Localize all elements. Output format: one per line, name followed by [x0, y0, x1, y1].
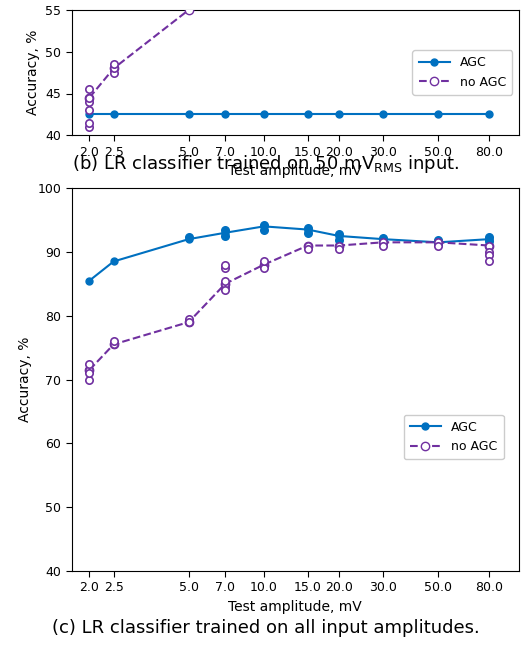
AGC	[305, 110, 311, 118]
Point	[485, 236, 494, 246]
Point	[221, 263, 229, 273]
Point	[221, 224, 229, 235]
Point	[485, 247, 494, 257]
AGC	[336, 232, 342, 240]
Point	[85, 96, 94, 107]
Point	[221, 279, 229, 289]
Point	[221, 285, 229, 296]
Point	[185, 232, 193, 242]
Point	[379, 237, 387, 248]
Point	[110, 339, 118, 350]
Line: no AGC: no AGC	[85, 0, 493, 102]
Point	[260, 224, 268, 235]
no AGC	[486, 242, 493, 249]
AGC	[380, 110, 386, 118]
AGC	[111, 110, 117, 118]
AGC	[336, 110, 342, 118]
Point	[485, 250, 494, 261]
Point	[434, 240, 443, 251]
no AGC	[222, 280, 228, 288]
AGC	[86, 277, 93, 284]
Point	[485, 232, 494, 242]
Point	[335, 229, 343, 240]
no AGC	[186, 318, 192, 326]
Y-axis label: Accuracy, %: Accuracy, %	[26, 30, 40, 116]
no AGC	[261, 261, 267, 269]
X-axis label: Test amplitude, mV: Test amplitude, mV	[228, 164, 362, 178]
AGC	[186, 110, 192, 118]
Point	[185, 314, 193, 324]
Point	[85, 374, 94, 385]
Point	[85, 92, 94, 103]
Point	[185, 317, 193, 327]
AGC	[222, 110, 228, 118]
Point	[85, 365, 94, 376]
AGC	[111, 257, 117, 265]
Point	[434, 235, 443, 246]
Line: no AGC: no AGC	[85, 238, 493, 374]
Point	[335, 244, 343, 254]
Text: (b) LR classifier trained on 50 mV$_\mathregular{RMS}$ input.: (b) LR classifier trained on 50 mV$_\mat…	[72, 152, 460, 175]
Point	[85, 117, 94, 128]
Point	[304, 228, 312, 238]
Point	[485, 240, 494, 251]
Point	[379, 232, 387, 243]
AGC	[380, 235, 386, 243]
Point	[379, 240, 387, 251]
no AGC	[435, 238, 442, 246]
Point	[260, 259, 268, 270]
Legend: AGC, no AGC: AGC, no AGC	[403, 414, 503, 459]
AGC	[261, 222, 267, 230]
Point	[221, 259, 229, 270]
Point	[110, 67, 118, 78]
Point	[434, 239, 443, 249]
AGC	[261, 110, 267, 118]
Point	[221, 282, 229, 292]
AGC	[486, 110, 493, 118]
Point	[221, 275, 229, 286]
Point	[185, 317, 193, 327]
no AGC	[111, 65, 117, 73]
Point	[85, 84, 94, 94]
Point	[85, 105, 94, 115]
Point	[434, 237, 443, 248]
AGC	[222, 229, 228, 237]
Point	[260, 256, 268, 267]
no AGC	[380, 238, 386, 246]
Legend: AGC, no AGC: AGC, no AGC	[412, 50, 512, 95]
Point	[85, 121, 94, 132]
Point	[221, 231, 229, 242]
AGC	[435, 238, 442, 246]
no AGC	[336, 242, 342, 249]
Point	[304, 244, 312, 254]
Text: (c) LR classifier trained on all input amplitudes.: (c) LR classifier trained on all input a…	[52, 619, 480, 638]
AGC	[86, 110, 93, 118]
Point	[85, 368, 94, 378]
X-axis label: Test amplitude, mV: Test amplitude, mV	[228, 600, 362, 614]
Point	[110, 63, 118, 74]
Point	[260, 220, 268, 230]
Point	[335, 235, 343, 246]
Point	[110, 336, 118, 346]
Point	[304, 222, 312, 233]
AGC	[305, 226, 311, 234]
Point	[379, 236, 387, 246]
no AGC	[305, 242, 311, 249]
AGC	[435, 110, 442, 118]
Y-axis label: Accuracy, %: Accuracy, %	[18, 337, 32, 422]
AGC	[186, 235, 192, 243]
Point	[485, 256, 494, 267]
no AGC	[86, 94, 93, 102]
Line: AGC: AGC	[86, 223, 493, 284]
no AGC	[186, 6, 192, 14]
Point	[304, 240, 312, 251]
Line: AGC: AGC	[86, 111, 493, 118]
Point	[260, 263, 268, 273]
Point	[110, 59, 118, 69]
no AGC	[86, 366, 93, 374]
AGC	[486, 235, 493, 243]
Point	[85, 358, 94, 369]
Point	[335, 240, 343, 251]
no AGC	[111, 341, 117, 348]
